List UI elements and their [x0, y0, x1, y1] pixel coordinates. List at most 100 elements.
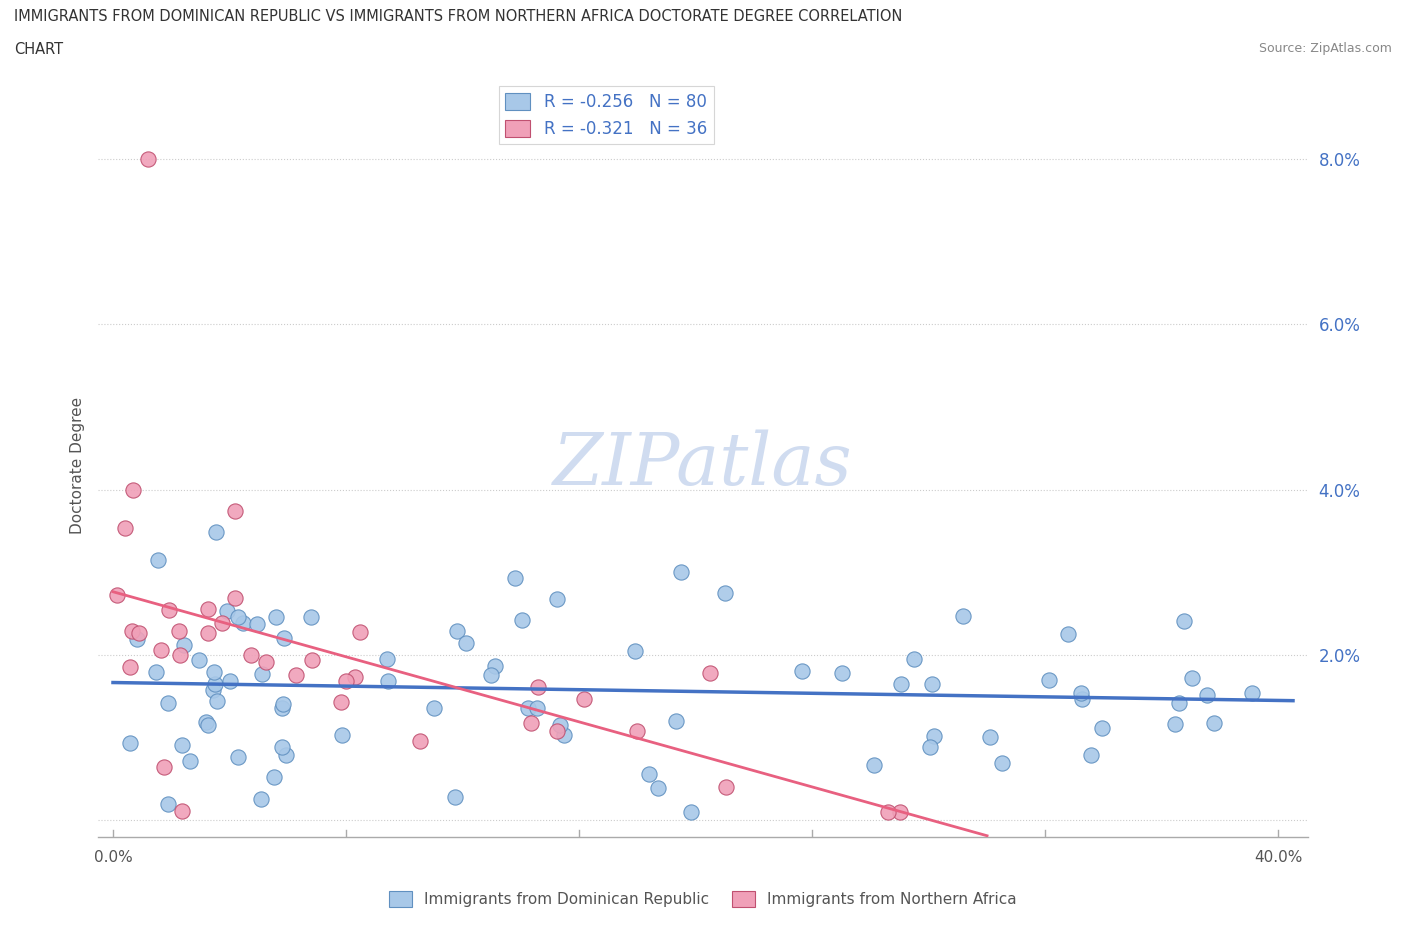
Point [264, 610, 287, 625]
Point [218, 674, 240, 689]
Point [146, 553, 169, 568]
Text: Source: ZipAtlas.com: Source: ZipAtlas.com [1258, 42, 1392, 55]
Point [335, 673, 357, 688]
Point [1070, 685, 1092, 700]
Point [1091, 721, 1114, 736]
Point [121, 624, 143, 639]
Point [204, 677, 226, 692]
Point [484, 658, 506, 673]
Point [204, 525, 226, 540]
Point [153, 760, 176, 775]
Point [128, 626, 150, 641]
Point [520, 716, 543, 731]
Point [245, 617, 267, 631]
Point [224, 591, 246, 605]
Point [1197, 687, 1219, 702]
Point [284, 667, 307, 682]
Point [239, 647, 262, 662]
Point [105, 588, 128, 603]
Point [263, 770, 285, 785]
Point [157, 797, 180, 812]
Point [546, 592, 568, 607]
Point [647, 781, 669, 796]
Point [274, 748, 297, 763]
Point [979, 729, 1001, 744]
Point [1056, 626, 1078, 641]
Point [377, 673, 399, 688]
Point [226, 750, 249, 764]
Point [273, 631, 295, 645]
Point [170, 804, 193, 818]
Point [202, 683, 225, 698]
Point [250, 666, 273, 681]
Point [550, 717, 572, 732]
Point [1038, 672, 1060, 687]
Legend: R = -0.256   N = 80, R = -0.321   N = 36: R = -0.256 N = 80, R = -0.321 N = 36 [499, 86, 714, 144]
Point [714, 585, 737, 600]
Point [136, 152, 159, 166]
Point [699, 666, 721, 681]
Point [516, 700, 538, 715]
Legend: Immigrants from Dominican Republic, Immigrants from Northern Africa: Immigrants from Dominican Republic, Immi… [382, 884, 1024, 913]
Point [553, 728, 575, 743]
Point [349, 625, 371, 640]
Point [527, 679, 550, 694]
Point [665, 713, 688, 728]
Point [127, 632, 149, 647]
Point [170, 737, 193, 752]
Point [918, 739, 941, 754]
Point [232, 616, 254, 631]
Point [226, 609, 249, 624]
Point [444, 790, 467, 804]
Text: 40.0%: 40.0% [1254, 850, 1302, 865]
Text: ZIPatlas: ZIPatlas [553, 430, 853, 500]
Point [330, 727, 353, 742]
Y-axis label: Doctorate Degree: Doctorate Degree [69, 396, 84, 534]
Point [169, 648, 191, 663]
Point [250, 791, 273, 806]
Point [624, 644, 647, 658]
Point [157, 603, 180, 618]
Point [446, 624, 468, 639]
Point [145, 664, 167, 679]
Point [921, 677, 943, 692]
Point [114, 521, 136, 536]
Point [197, 718, 219, 733]
Point [454, 635, 477, 650]
Point [215, 603, 238, 618]
Point [197, 601, 219, 616]
Point [122, 483, 145, 498]
Point [1167, 696, 1189, 711]
Point [863, 758, 886, 773]
Text: CHART: CHART [14, 42, 63, 57]
Point [409, 734, 432, 749]
Point [118, 736, 141, 751]
Point [991, 755, 1014, 770]
Point [343, 670, 366, 684]
Point [205, 694, 228, 709]
Point [889, 804, 911, 819]
Point [714, 779, 737, 794]
Point [197, 625, 219, 640]
Point [150, 643, 173, 658]
Point [831, 666, 853, 681]
Point [479, 667, 502, 682]
Point [301, 652, 323, 667]
Point [375, 651, 398, 666]
Point [1240, 685, 1263, 700]
Point [1080, 748, 1102, 763]
Point [679, 804, 702, 819]
Point [877, 804, 900, 819]
Point [1180, 671, 1202, 685]
Point [922, 728, 945, 743]
Point [188, 653, 211, 668]
Text: IMMIGRANTS FROM DOMINICAN REPUBLIC VS IMMIGRANTS FROM NORTHERN AFRICA DOCTORATE : IMMIGRANTS FROM DOMINICAN REPUBLIC VS IM… [14, 9, 903, 24]
Point [299, 610, 322, 625]
Point [157, 696, 180, 711]
Point [271, 697, 294, 711]
Point [526, 700, 548, 715]
Point [503, 570, 526, 585]
Point [173, 637, 195, 652]
Point [270, 700, 292, 715]
Point [572, 691, 595, 706]
